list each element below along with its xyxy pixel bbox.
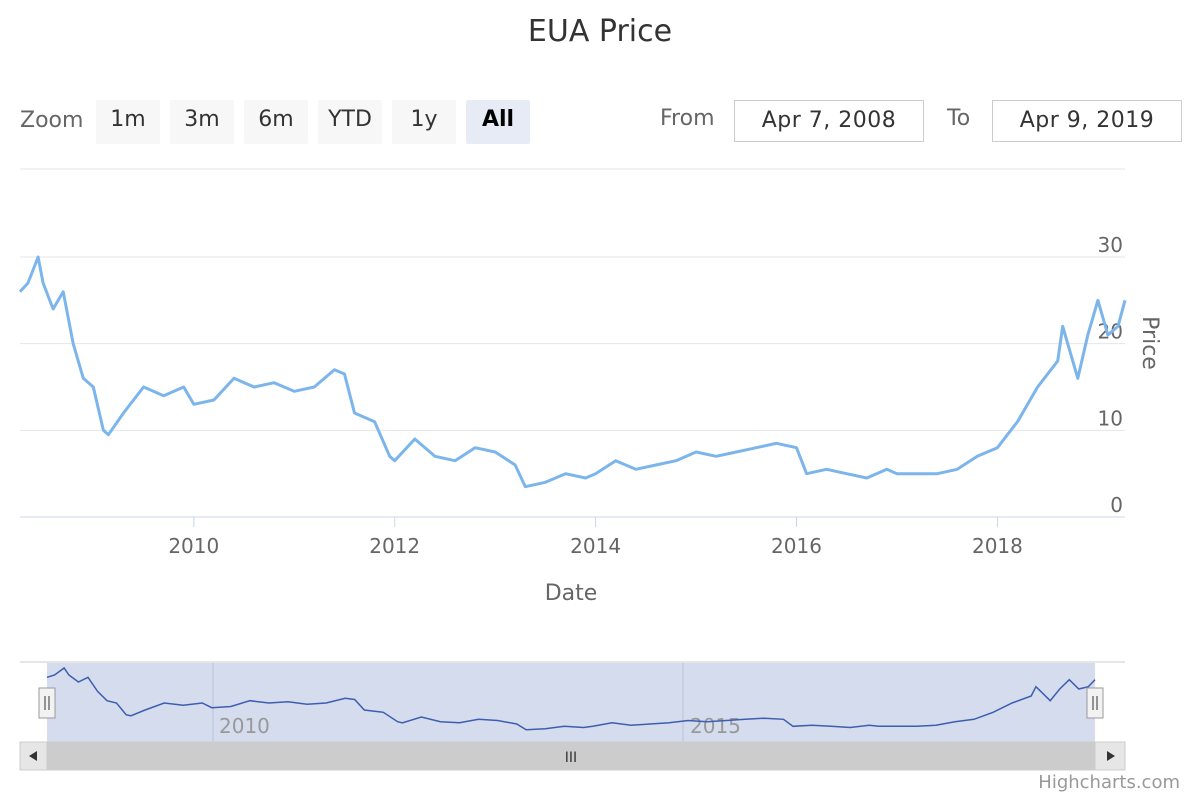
- zoom-1m-button[interactable]: 1m: [96, 100, 160, 144]
- credits-link[interactable]: Highcharts.com: [1038, 772, 1180, 793]
- zoom-label: Zoom: [20, 108, 84, 133]
- y-tick-label-30: 30: [1098, 233, 1123, 257]
- navigator-mask[interactable]: [47, 663, 1095, 743]
- right-arrow-icon: [1107, 751, 1115, 761]
- navigator-series-line: [46, 666, 1096, 731]
- navigator-left-handle[interactable]: [38, 687, 56, 719]
- zoom-ytd-button[interactable]: YTD: [318, 100, 382, 144]
- zoom-3m-button[interactable]: 3m: [170, 100, 234, 144]
- x-tick-labels: 2010 2012 2014 2016 2018: [168, 517, 1023, 558]
- scrollbar-thumb[interactable]: [47, 742, 1095, 770]
- zoom-6m-button[interactable]: 6m: [244, 100, 308, 144]
- y-tick-label-10: 10: [1098, 406, 1123, 430]
- x-tick-label-2018: 2018: [972, 534, 1023, 558]
- left-arrow-icon: [29, 751, 37, 761]
- x-tick-label-2012: 2012: [369, 534, 420, 558]
- series-line-eua-price[interactable]: [18, 255, 1127, 489]
- y-tick-label-0: 0: [1110, 493, 1123, 517]
- navigator-right-handle[interactable]: [1086, 687, 1104, 719]
- navigator-tick-2015: 2015: [690, 714, 741, 738]
- from-label: From: [660, 106, 715, 131]
- navigator-tick-2010: 2010: [219, 714, 270, 738]
- to-date-input[interactable]: Apr 9, 2019: [992, 100, 1182, 142]
- grid-lines: [20, 256, 1125, 431]
- from-date-input[interactable]: Apr 7, 2008: [734, 100, 924, 142]
- x-tick-label-2010: 2010: [168, 534, 219, 558]
- scrollbar-grip-icon: III: [565, 750, 577, 766]
- x-tick-label-2014: 2014: [570, 534, 621, 558]
- chart-title: EUA Price: [527, 14, 673, 49]
- zoom-all-button[interactable]: All: [466, 100, 530, 144]
- zoom-1y-button[interactable]: 1y: [392, 100, 456, 144]
- to-label: To: [947, 106, 971, 131]
- y-axis-title: Price: [1137, 316, 1162, 370]
- x-tick-label-2016: 2016: [771, 534, 822, 558]
- x-axis-title: Date: [545, 581, 598, 606]
